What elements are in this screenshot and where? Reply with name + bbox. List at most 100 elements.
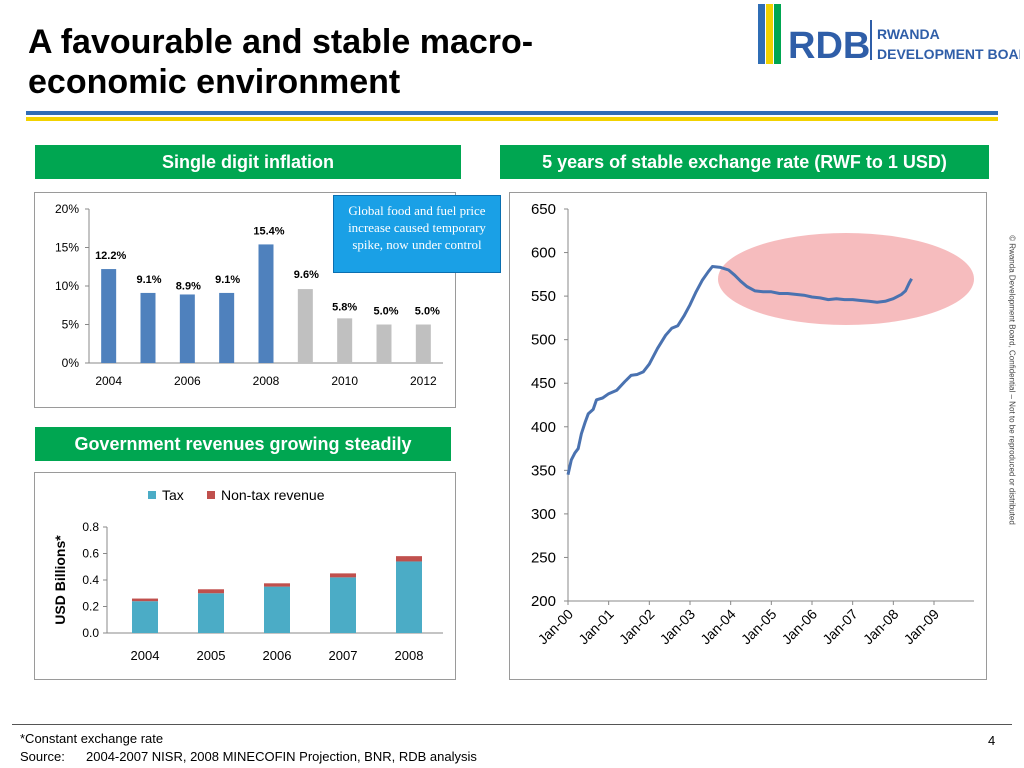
x-tick-label: 2007 [329,648,358,663]
logo-stripe-blue [758,4,765,64]
revenues-panel: Tax Non-tax revenue 0.0 0.2 0.4 0.6 0.8 USD Bil… [34,472,456,680]
confidential-note: © Rwanda Development Board, Confidential… [1007,235,1017,525]
footnote: *Constant exchange rate [20,731,164,746]
source-line: Source: 2004-2007 NISR, 2008 MINECOFIN Pr… [20,749,477,764]
tax-bar [132,601,158,633]
y-tick-label: 0.4 [82,573,99,587]
source-text: 2004-2007 NISR, 2008 MINECOFIN Projectio… [86,749,477,764]
logo-divider [870,20,872,60]
bar [101,269,117,363]
y-tick-label: 0.8 [82,520,99,534]
inflation-callout: Global food and fuel price increase caus… [333,195,501,273]
logo-line1: RWANDA [877,26,940,42]
logo-abbr: RDB [788,25,870,64]
title-rule-yellow [26,117,998,121]
x-tick-label: 2010 [331,374,358,388]
inflation-chart: 0% 5% 10% 15% 20% 12.2% 9.1% 8.9% 9.1% 15.4% 9.6% 5… [55,202,443,388]
nontax-bar [132,598,158,602]
x-tick-label: Jan-06 [779,606,821,648]
x-tick-label: 2012 [410,374,437,388]
bar [258,244,274,363]
bar [297,289,313,363]
y-tick-label: 350 [531,462,556,479]
tax-bar [198,593,224,633]
y-tick-label: 400 [531,419,556,436]
y-tick-label: 10% [55,279,79,293]
data-label: 8.9% [176,280,201,292]
y-tick-label: 0.6 [82,547,99,561]
y-tick-label: 550 [531,288,556,305]
y-tick-label: 20% [55,202,79,216]
logo-stripe-yellow [766,4,773,64]
inflation-header: Single digit inflation [35,145,461,179]
y-tick-label: 300 [531,506,556,523]
data-label: 5.8% [332,301,357,313]
bar [376,324,392,363]
x-tick-label: 2006 [174,374,201,388]
x-tick-label: Jan-00 [535,606,577,648]
y-tick-label: 0.0 [82,626,99,640]
legend-swatch [207,491,215,499]
x-tick-label: 2004 [131,648,160,663]
x-tick-label: 2006 [263,648,292,663]
y-tick-label: 0% [62,356,80,370]
data-label: 9.1% [215,274,240,286]
x-tick-label: 2005 [197,648,226,663]
revenues-chart: Tax Non-tax revenue 0.0 0.2 0.4 0.6 0.8 USD Bil… [52,487,443,663]
exchange-header: 5 years of stable exchange rate (RWF to … [500,145,989,179]
nontax-bar [330,573,356,578]
x-tick-label: 2008 [395,648,424,663]
page-number: 4 [988,733,996,748]
bar [219,292,235,363]
x-tick-label: Jan-05 [738,606,780,648]
x-tick-label: Jan-08 [860,606,902,648]
x-tick-label: 2004 [95,374,122,388]
bar [140,292,156,363]
data-label: 15.4% [253,225,284,237]
tax-bar [264,586,290,633]
y-tick-label: 15% [55,241,79,255]
x-tick-label: Jan-07 [819,606,861,648]
data-label: 12.2% [95,250,126,262]
title-rule-blue [26,111,998,115]
tax-bar [330,577,356,633]
x-tick-label: Jan-01 [575,606,617,648]
y-tick-label: 450 [531,375,556,392]
nontax-bar [264,583,290,587]
data-label: 5.0% [373,306,398,318]
y-tick-label: 250 [531,549,556,566]
highlight-ellipse [718,233,974,325]
series-line [566,265,913,476]
logo-line2: DEVELOPMENT BOARD [877,46,1020,62]
nontax-bar [198,589,224,594]
x-tick-label: Jan-04 [697,606,739,648]
y-tick-label: 600 [531,245,556,262]
tax-bar [396,561,422,633]
bar [415,324,431,363]
x-tick-label: 2008 [253,374,280,388]
data-label: 9.6% [294,269,319,281]
y-tick-label: 200 [531,593,556,610]
bar [337,318,353,363]
x-tick-label: Jan-03 [657,606,699,648]
x-tick-label: Jan-02 [616,606,658,648]
y-tick-label: 650 [531,201,556,218]
source-label: Source: [20,749,65,764]
legend-swatch [148,491,156,499]
y-tick-label: 0.2 [82,600,99,614]
revenues-header: Government revenues growing steadily [35,427,451,461]
footer-divider [12,724,1012,725]
data-label: 9.1% [136,274,161,286]
page-title: A favourable and stable macro-economic e… [28,23,534,101]
legend-label: Tax [162,487,184,503]
x-tick-label: Jan-09 [901,606,943,648]
exchange-panel: 200 250 300 350 400 450 500 550 600 650 Jan-00 Jan-… [509,192,987,680]
rdb-logo: RDB RWANDA DEVELOPMENT BOARD [758,4,1020,64]
logo-stripe-green [774,4,781,64]
bar [179,294,195,363]
nontax-bar [396,556,422,562]
y-tick-label: 500 [531,332,556,349]
y-axis-label: USD Billions* [52,535,68,625]
y-tick-label: 5% [62,318,80,332]
